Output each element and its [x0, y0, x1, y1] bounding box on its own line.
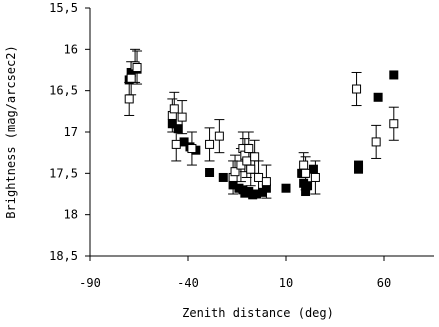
open-square-point: [132, 63, 142, 73]
open-square-point: [352, 84, 362, 94]
data-markers: [124, 61, 399, 200]
open-square-point: [205, 139, 215, 149]
x-tick-label: 10: [279, 276, 293, 290]
open-square-point: [187, 144, 197, 154]
open-square-point: [214, 131, 224, 141]
open-square-point: [171, 139, 181, 149]
open-square-point: [301, 168, 311, 178]
y-tick-label: 18,5: [49, 249, 78, 263]
open-square-point: [124, 94, 134, 104]
open-square-point: [310, 172, 320, 182]
filled-square-point: [218, 172, 228, 182]
filled-square-point: [308, 164, 318, 174]
filled-square-point: [354, 164, 364, 174]
y-tick-label: 16,5: [49, 84, 78, 98]
open-square-point: [261, 177, 271, 187]
axis-ticks: 15,5 16 16,5 17 17,5 18 18,5-90 -40 10 60: [49, 1, 391, 290]
open-square-point: [169, 104, 179, 114]
x-tick-label: 60: [377, 276, 391, 290]
open-square-point: [371, 137, 381, 147]
filled-square-point: [303, 181, 313, 191]
open-square-point: [230, 167, 240, 177]
x-axis-title: Zenith distance (deg): [182, 306, 334, 320]
open-square-point: [250, 152, 260, 162]
open-square-point: [177, 112, 187, 122]
filled-square-point: [205, 168, 215, 178]
open-square-point: [126, 73, 136, 83]
y-tick-label: 15,5: [49, 1, 78, 15]
open-square-point: [242, 156, 252, 166]
x-tick-label: -90: [79, 276, 101, 290]
filled-square-point: [173, 124, 183, 134]
open-square-point: [246, 164, 256, 174]
filled-square-point: [281, 183, 291, 193]
plot-area: [89, 8, 434, 257]
y-tick-label: 17,5: [49, 166, 78, 180]
open-square-point: [244, 144, 254, 154]
x-tick-label: -40: [177, 276, 199, 290]
open-square-point: [389, 119, 399, 129]
open-square-point: [254, 172, 264, 182]
y-axis-title: Brightness (mag/arcsec2): [4, 45, 18, 218]
y-tick-label: 18: [64, 208, 78, 222]
y-tick-label: 17: [64, 125, 78, 139]
y-tick-label: 16: [64, 42, 78, 56]
filled-square-point: [373, 92, 383, 102]
open-square-point: [299, 160, 309, 170]
filled-square-point: [389, 70, 399, 80]
